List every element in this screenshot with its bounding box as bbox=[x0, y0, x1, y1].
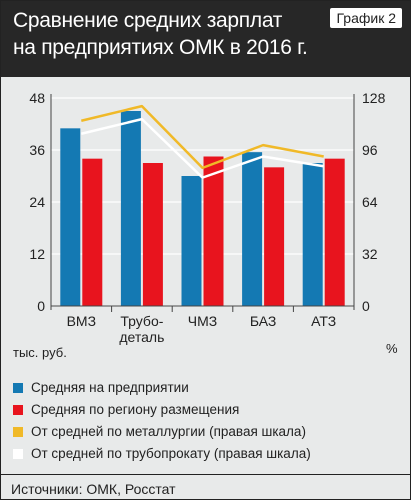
legend-label: Средняя на предприятии bbox=[31, 380, 189, 395]
right-tick-label: 64 bbox=[362, 194, 378, 210]
bar bbox=[264, 167, 285, 306]
legend-item: Средняя по региону размещения bbox=[11, 401, 406, 423]
bar bbox=[302, 163, 323, 306]
left-tick-label: 0 bbox=[37, 298, 45, 314]
legend-item: От средней по трубопрокату (правая шкала… bbox=[11, 445, 406, 467]
legend-label: От средней по трубопрокату (правая шкала… bbox=[31, 446, 311, 461]
legend-label: Средняя по региону размещения bbox=[31, 402, 240, 417]
left-axis-unit: тыс. руб. bbox=[13, 345, 67, 360]
bar bbox=[60, 128, 81, 306]
legend-item: Средняя на предприятии bbox=[11, 379, 406, 401]
category-label: ЧМЗ bbox=[188, 313, 217, 329]
legend-swatch bbox=[13, 449, 23, 459]
category-label: деталь bbox=[119, 329, 164, 345]
right-tick-label: 0 bbox=[362, 298, 370, 314]
category-label: Трубо- bbox=[120, 313, 163, 329]
series-line bbox=[81, 104, 324, 170]
legend-swatch bbox=[13, 427, 23, 437]
bar bbox=[142, 163, 163, 306]
bar bbox=[242, 152, 263, 306]
chart-header: Сравнение средних зарплат на предприятия… bbox=[1, 1, 410, 77]
bar bbox=[181, 176, 202, 306]
legend-item: От средней по металлургии (правая шкала) bbox=[11, 423, 406, 445]
bar bbox=[82, 158, 103, 306]
category-label: АТЗ bbox=[311, 313, 336, 329]
right-axis-unit: % bbox=[386, 341, 398, 356]
category-label: ВМЗ bbox=[67, 313, 96, 329]
left-tick-label: 36 bbox=[29, 142, 45, 158]
series-line bbox=[81, 117, 324, 179]
source-note: Источники: ОМК, Росстат bbox=[11, 481, 176, 497]
right-tick-label: 128 bbox=[362, 90, 386, 106]
title-line-2: на предприятиях ОМК в 2016 г. bbox=[13, 36, 308, 59]
bar bbox=[324, 158, 345, 306]
category-label: БАЗ bbox=[250, 313, 277, 329]
source-divider bbox=[1, 474, 410, 475]
left-tick-label: 48 bbox=[29, 90, 45, 106]
legend: Средняя на предприятии Средняя по регион… bbox=[11, 379, 406, 467]
bar bbox=[203, 156, 224, 306]
chart-plot: 0 0 12 32 24 64 36 96 48 128 ВМЗ Трубо-деталь ЧМЗ БАЗ… bbox=[29, 90, 386, 345]
chart-number-badge: График 2 bbox=[330, 8, 402, 28]
left-tick-label: 24 bbox=[29, 194, 45, 210]
right-tick-label: 32 bbox=[362, 246, 378, 262]
left-tick-label: 12 bbox=[29, 246, 45, 262]
legend-label: От средней по металлургии (правая шкала) bbox=[31, 424, 306, 439]
chart-title: Сравнение средних зарплат на предприятия… bbox=[13, 7, 313, 61]
title-line-1: Сравнение средних зарплат bbox=[13, 9, 283, 32]
legend-swatch bbox=[13, 405, 23, 415]
bar bbox=[120, 111, 141, 306]
right-tick-label: 96 bbox=[362, 142, 378, 158]
legend-swatch bbox=[13, 383, 23, 393]
